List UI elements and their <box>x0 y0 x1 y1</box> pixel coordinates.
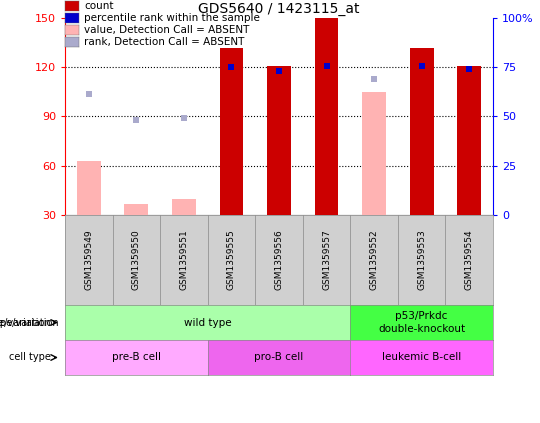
Text: GSM1359552: GSM1359552 <box>369 230 379 290</box>
Text: genotype/variation: genotype/variation <box>0 318 59 327</box>
Text: GSM1359549: GSM1359549 <box>84 230 93 290</box>
Text: GSM1359554: GSM1359554 <box>465 230 474 290</box>
Bar <box>362 92 386 215</box>
Text: pro-B cell: pro-B cell <box>254 352 303 363</box>
Text: p53/Prkdc
double-knockout: p53/Prkdc double-knockout <box>378 311 465 334</box>
Text: genotype/variation: genotype/variation <box>0 318 51 327</box>
Text: percentile rank within the sample: percentile rank within the sample <box>84 13 260 23</box>
Bar <box>267 66 291 215</box>
Text: cell type: cell type <box>9 352 51 363</box>
Text: pre-B cell: pre-B cell <box>112 352 161 363</box>
Bar <box>124 203 148 215</box>
Bar <box>315 18 339 215</box>
Text: GSM1359555: GSM1359555 <box>227 230 236 290</box>
Bar <box>410 47 434 215</box>
Text: GSM1359557: GSM1359557 <box>322 230 331 290</box>
Bar <box>457 66 481 215</box>
Text: GSM1359553: GSM1359553 <box>417 230 426 290</box>
Text: wild type: wild type <box>184 318 232 327</box>
Text: count: count <box>84 1 113 11</box>
Text: rank, Detection Call = ABSENT: rank, Detection Call = ABSENT <box>84 37 244 47</box>
Title: GDS5640 / 1423115_at: GDS5640 / 1423115_at <box>198 2 360 16</box>
Text: GSM1359551: GSM1359551 <box>179 230 188 290</box>
Bar <box>172 198 196 215</box>
Text: GSM1359556: GSM1359556 <box>274 230 284 290</box>
Text: GSM1359550: GSM1359550 <box>132 230 141 290</box>
Bar <box>220 47 244 215</box>
Text: leukemic B-cell: leukemic B-cell <box>382 352 461 363</box>
Text: value, Detection Call = ABSENT: value, Detection Call = ABSENT <box>84 25 249 35</box>
Bar <box>77 161 100 215</box>
